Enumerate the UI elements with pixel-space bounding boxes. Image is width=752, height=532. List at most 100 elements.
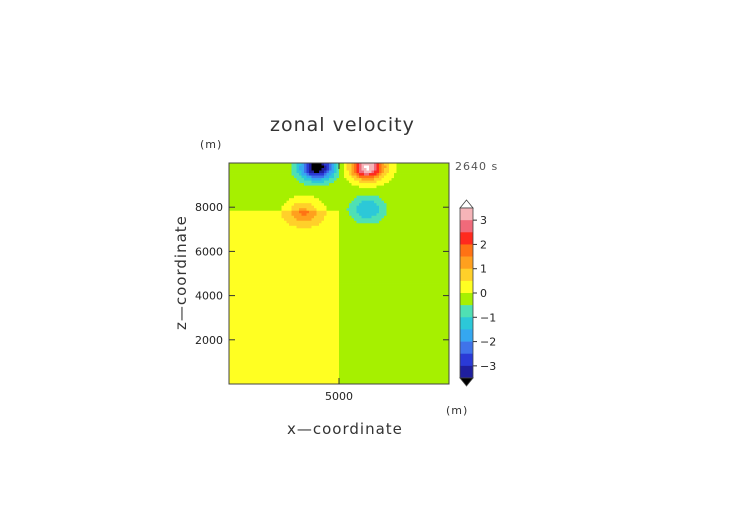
- heatmap-cell: [344, 366, 347, 370]
- heatmap-cell: [351, 356, 355, 360]
- heatmap-cell: [351, 371, 355, 375]
- heatmap-cell: [324, 235, 327, 239]
- heatmap-cell: [351, 341, 355, 345]
- heatmap-cell: [341, 326, 345, 330]
- heatmap-cell: [296, 175, 300, 179]
- heatmap-cell: [349, 368, 352, 372]
- heatmap-cell: [249, 301, 252, 305]
- heatmap-cell: [311, 378, 315, 382]
- heatmap-cell: [256, 321, 260, 325]
- heatmap-cell: [244, 243, 247, 247]
- heatmap-cell: [344, 281, 347, 284]
- heatmap-cell: [271, 170, 275, 174]
- heatmap-cell: [341, 348, 345, 352]
- heatmap-field: [229, 163, 449, 384]
- heatmap-cell: [356, 198, 360, 202]
- heatmap-cell: [301, 255, 305, 259]
- x-unit-label: (m): [446, 404, 469, 417]
- heatmap-cell: [311, 306, 315, 310]
- heatmap-cell: [316, 331, 320, 335]
- heatmap-cell: [361, 265, 365, 269]
- heatmap-cell: [264, 333, 267, 337]
- heatmap-cell: [314, 215, 317, 219]
- heatmap-cell: [319, 213, 322, 217]
- heatmap-cell: [284, 283, 287, 287]
- heatmap-cell: [259, 243, 262, 247]
- heatmap-cell: [289, 168, 292, 171]
- heatmap-cell: [324, 306, 327, 310]
- heatmap-cell: [231, 348, 235, 352]
- heatmap-cell: [281, 281, 285, 284]
- heatmap-cell: [321, 265, 325, 269]
- heatmap-cell: [344, 343, 347, 347]
- heatmap-cell: [256, 248, 260, 252]
- heatmap-cell: [271, 331, 275, 335]
- heatmap-cell: [289, 170, 292, 174]
- heatmap-cell: [296, 318, 300, 322]
- heatmap-cell: [244, 323, 247, 327]
- heatmap-cell: [286, 203, 290, 207]
- heatmap-cell: [236, 270, 240, 274]
- heatmap-cell: [246, 245, 250, 249]
- heatmap-cell: [241, 341, 245, 345]
- heatmap-cell: [334, 215, 337, 219]
- heatmap-cell: [309, 321, 312, 325]
- heatmap-cell: [286, 180, 290, 184]
- heatmap-cell: [271, 361, 275, 365]
- heatmap-cell: [359, 188, 362, 192]
- heatmap-cell: [274, 343, 277, 347]
- heatmap-cell: [299, 318, 302, 322]
- heatmap-cell: [274, 321, 277, 325]
- heatmap-cell: [236, 183, 240, 186]
- heatmap-cell: [329, 253, 332, 257]
- heatmap-cell: [266, 163, 270, 166]
- heatmap-cell: [354, 165, 357, 169]
- heatmap-cell: [246, 301, 250, 305]
- heatmap-cell: [269, 218, 272, 222]
- heatmap-cell: [249, 183, 252, 186]
- heatmap-cell: [234, 260, 237, 264]
- heatmap-cell: [236, 198, 240, 202]
- heatmap-cell: [369, 195, 372, 199]
- heatmap-cell: [306, 260, 310, 264]
- heatmap-cell: [301, 198, 305, 202]
- heatmap-cell: [336, 303, 340, 307]
- heatmap-cell: [326, 381, 330, 384]
- heatmap-cell: [259, 168, 262, 171]
- heatmap-cell: [259, 336, 262, 340]
- heatmap-cell: [289, 313, 292, 317]
- heatmap-cell: [254, 366, 257, 370]
- heatmap-cell: [259, 291, 262, 294]
- heatmap-cell: [314, 243, 317, 247]
- heatmap-cell: [341, 175, 345, 179]
- heatmap-cell: [241, 175, 245, 179]
- heatmap-cell: [351, 210, 355, 214]
- heatmap-cell: [271, 163, 275, 166]
- heatmap-cell: [256, 301, 260, 305]
- heatmap-cell: [294, 366, 297, 370]
- heatmap-cell: [331, 165, 335, 169]
- heatmap-cell: [324, 218, 327, 222]
- heatmap-cell: [266, 291, 270, 294]
- heatmap-cell: [344, 278, 347, 282]
- heatmap-cell: [306, 215, 310, 219]
- heatmap-cell: [246, 328, 250, 332]
- heatmap-cell: [291, 238, 295, 242]
- heatmap-cell: [249, 331, 252, 335]
- heatmap-cell: [284, 321, 287, 325]
- heatmap-cell: [274, 301, 277, 305]
- heatmap-cell: [331, 308, 335, 312]
- heatmap-cell: [306, 278, 310, 282]
- heatmap-cell: [369, 255, 372, 259]
- heatmap-cell: [334, 190, 337, 194]
- heatmap-cell: [339, 338, 342, 342]
- heatmap-cell: [354, 270, 357, 274]
- heatmap-cell: [359, 288, 362, 292]
- heatmap-cell: [296, 326, 300, 330]
- heatmap-cell: [254, 225, 257, 229]
- heatmap-cell: [296, 371, 300, 375]
- heatmap-cell: [336, 225, 340, 229]
- heatmap-cell: [321, 366, 325, 370]
- heatmap-cell: [339, 298, 342, 302]
- heatmap-cell: [334, 183, 337, 186]
